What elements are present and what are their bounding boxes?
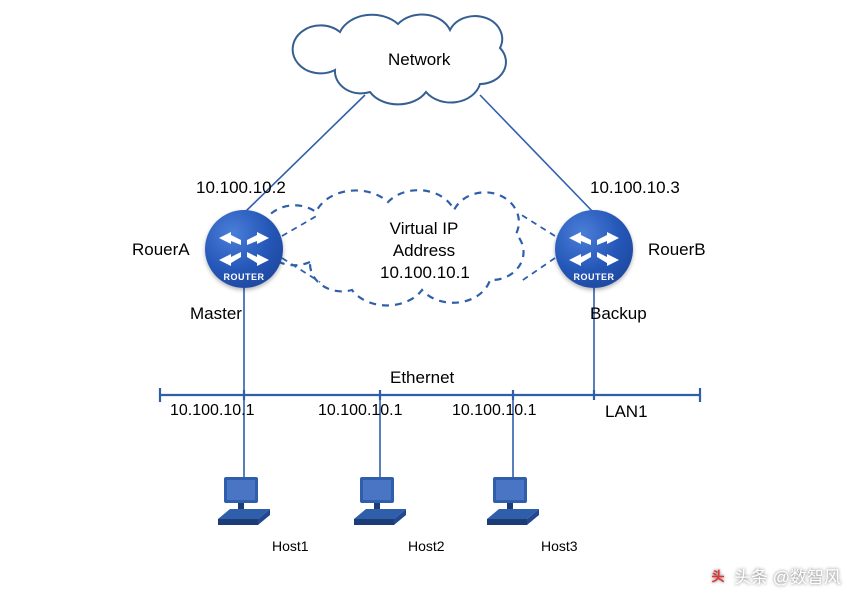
- router-b-role: Backup: [590, 304, 647, 324]
- edge: [480, 95, 594, 213]
- router-b-name: RouerB: [648, 240, 706, 260]
- watermark: 头 头条 @数智风: [708, 563, 841, 588]
- host3-label: Host3: [541, 538, 578, 554]
- host-icon: [485, 475, 541, 527]
- ethernet-label: Ethernet: [390, 368, 454, 388]
- edge-dashed: [520, 258, 555, 282]
- watermark-icon: 头: [708, 566, 728, 586]
- router-arrows-icon: [569, 232, 619, 266]
- router-arrows-icon: [219, 232, 269, 266]
- drop-ip-0: 10.100.10.1: [170, 402, 255, 420]
- edges-solid: [244, 95, 594, 480]
- router-b-ip: 10.100.10.3: [590, 178, 680, 198]
- router-badge: ROUTER: [555, 272, 633, 282]
- router-b: ROUTER: [555, 210, 633, 288]
- drop-ip-1: 10.100.10.1: [318, 402, 403, 420]
- virtual-ip-label: Virtual IP Address 10.100.10.1: [380, 218, 468, 284]
- network-cloud-label: Network: [388, 50, 450, 70]
- router-badge: ROUTER: [205, 272, 283, 282]
- lan-label: LAN1: [605, 402, 648, 422]
- router-a-ip: 10.100.10.2: [196, 178, 286, 198]
- edge-dashed: [520, 214, 555, 236]
- host1-label: Host1: [272, 538, 309, 554]
- host-icon: [216, 475, 272, 527]
- virtual-ip-line2: Address: [393, 241, 455, 260]
- host2-label: Host2: [408, 538, 445, 554]
- edge-dashed: [282, 214, 320, 236]
- router-a-name: RouerA: [132, 240, 190, 260]
- virtual-ip-line1: Virtual IP: [390, 219, 459, 238]
- router-a-role: Master: [190, 304, 242, 324]
- virtual-ip-line3: 10.100.10.1: [380, 263, 470, 282]
- watermark-text: 头条 @数智风: [734, 563, 841, 588]
- diagram-canvas: [0, 0, 853, 594]
- drop-ip-2: 10.100.10.1: [452, 402, 537, 420]
- router-a: ROUTER: [205, 210, 283, 288]
- ethernet-bus: [160, 388, 700, 402]
- host-icon: [352, 475, 408, 527]
